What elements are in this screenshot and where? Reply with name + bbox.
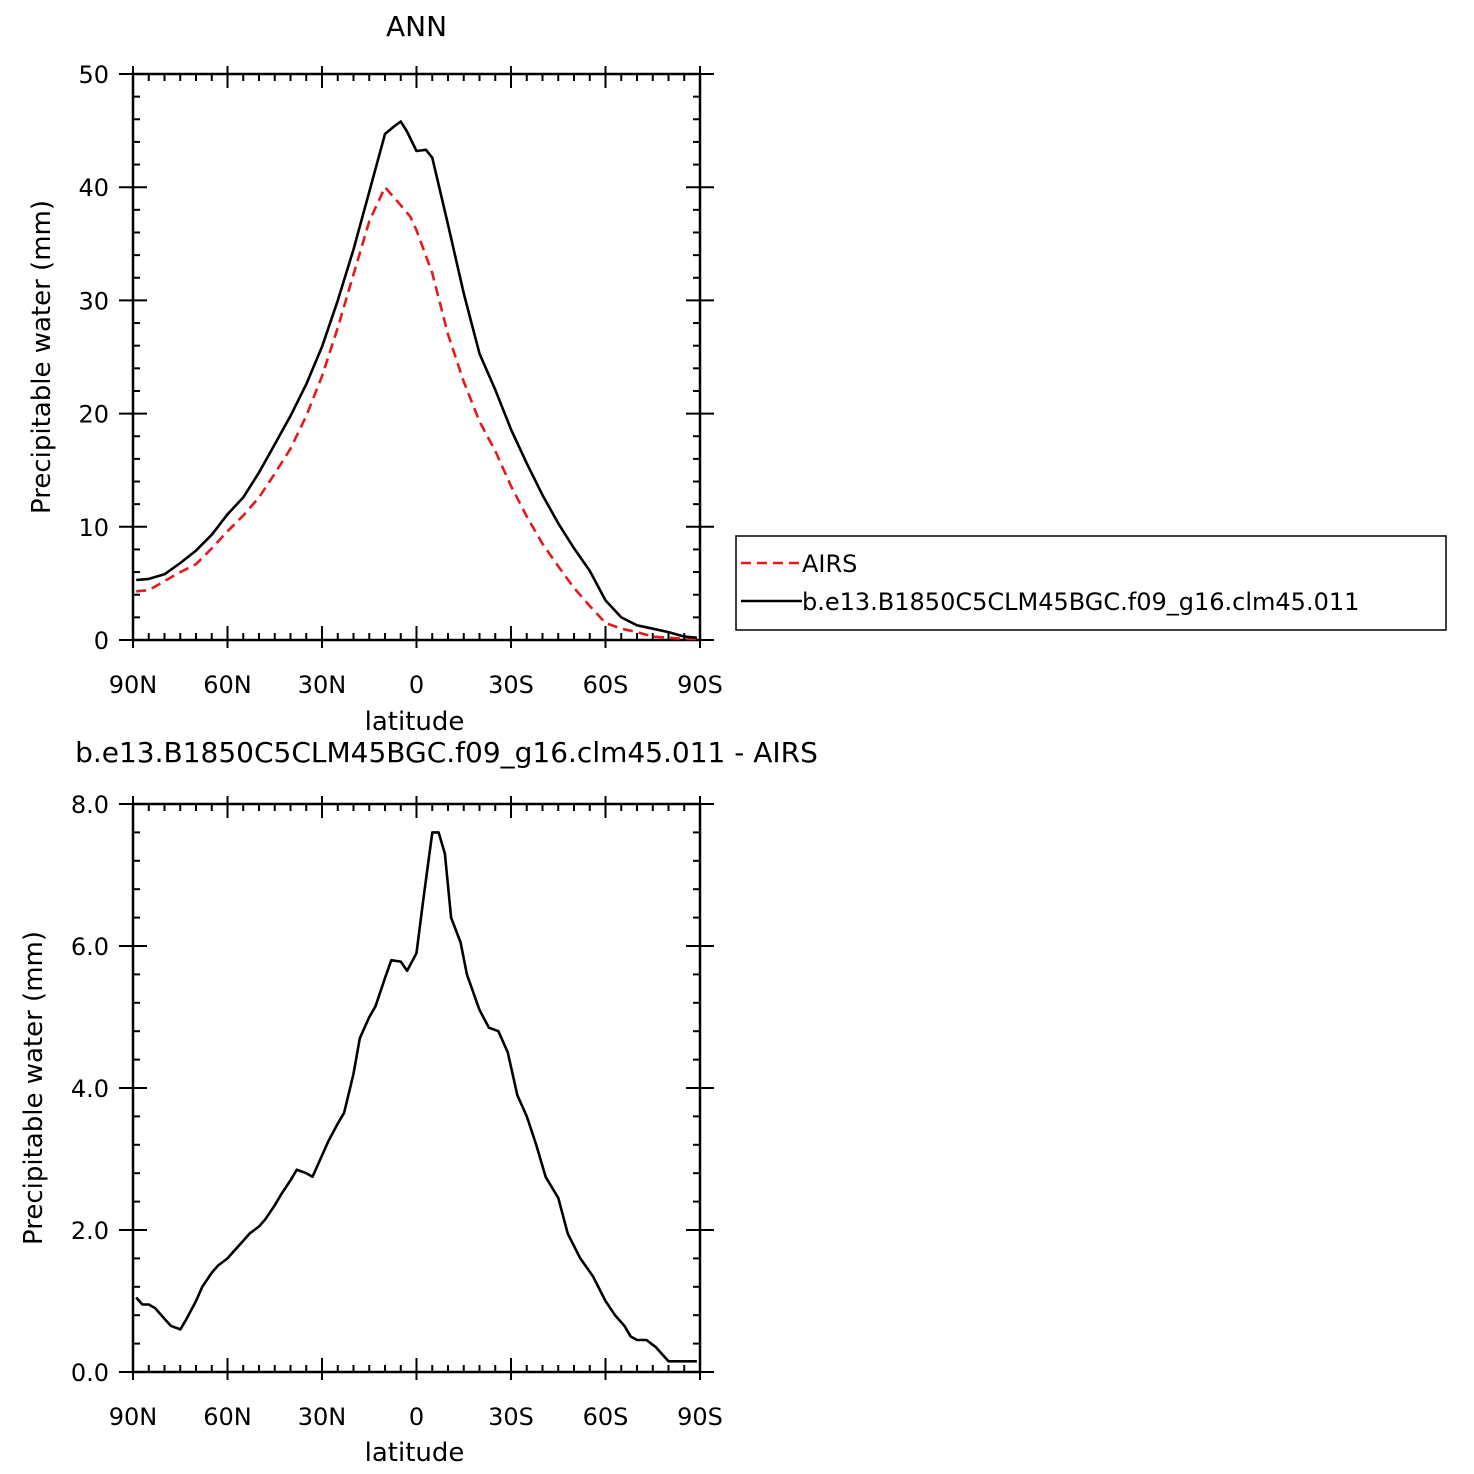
x-tick-label: 30N xyxy=(298,671,347,699)
x-tick-label: 90S xyxy=(677,671,723,699)
y-tick-label: 10 xyxy=(78,514,109,542)
y-tick-label: 8.0 xyxy=(71,791,109,819)
y-axis-label: Precipitable water (mm) xyxy=(19,931,49,1245)
x-tick-label: 60N xyxy=(203,1403,252,1431)
series-line-1 xyxy=(135,831,697,1363)
y-tick-label: 20 xyxy=(78,401,109,429)
x-axis-label: latitude xyxy=(365,1438,465,1468)
x-tick-label: 90N xyxy=(109,671,158,699)
legend-box xyxy=(735,535,1447,631)
y-tick-label: 6.0 xyxy=(71,933,109,961)
legend: AIRS b.e13.B1850C5CLM45BGC.f09_g16.clm45.… xyxy=(735,535,1447,631)
panel-2: b.e13.B1850C5CLM45BGC.f09_g16.clm45.011 … xyxy=(19,736,818,1468)
x-tick-label: 0 xyxy=(409,671,424,699)
y-tick-label: 30 xyxy=(78,287,109,315)
series-line-1 xyxy=(136,185,697,641)
y-tick-label: 2.0 xyxy=(71,1217,109,1245)
y-axis-label: Precipitable water (mm) xyxy=(27,200,57,514)
x-tick-label: 90N xyxy=(109,1403,158,1431)
legend-label-1: AIRS xyxy=(802,550,857,578)
y-tick-label: 40 xyxy=(78,174,109,202)
y-tick-label: 0 xyxy=(94,627,109,655)
x-tick-label: 30S xyxy=(488,1403,534,1431)
plot-frame xyxy=(131,802,702,1374)
y-tick-label: 4.0 xyxy=(71,1075,109,1103)
x-tick-label: 30S xyxy=(488,671,534,699)
legend-label-2: b.e13.B1850C5CLM45BGC.f09_g16.clm45.011 xyxy=(802,588,1359,616)
panel-1: ANN 90N 60N 30N 0 30S 60S 90S 0 10 20 30 40 50 latitud… xyxy=(27,10,723,737)
y-tick-label: 50 xyxy=(78,61,109,89)
x-axis-label: latitude xyxy=(365,707,465,737)
chart-title: ANN xyxy=(386,10,447,43)
x-tick-label: 60S xyxy=(583,671,629,699)
chart-title: b.e13.B1850C5CLM45BGC.f09_g16.clm45.011 … xyxy=(75,736,818,769)
x-tick-label: 60S xyxy=(583,1403,629,1431)
x-tick-label: 60N xyxy=(203,671,252,699)
x-tick-label: 0 xyxy=(409,1403,424,1431)
series-line-2 xyxy=(136,120,698,639)
plot-frame xyxy=(131,72,702,642)
x-tick-label: 30N xyxy=(298,1403,347,1431)
x-tick-label: 90S xyxy=(677,1403,723,1431)
y-tick-label: 0.0 xyxy=(71,1359,109,1387)
